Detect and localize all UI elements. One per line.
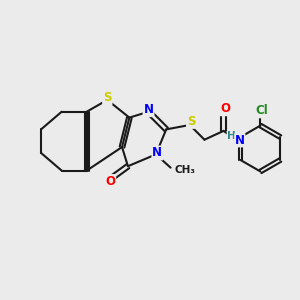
Text: S: S	[187, 115, 196, 128]
Text: O: O	[220, 102, 230, 115]
Text: CH₃: CH₃	[174, 165, 195, 175]
Text: N: N	[143, 103, 154, 116]
Text: N: N	[235, 134, 245, 147]
Text: H: H	[227, 131, 236, 141]
Text: N: N	[152, 146, 162, 159]
Text: S: S	[103, 92, 112, 104]
Text: Cl: Cl	[256, 104, 268, 117]
Text: O: O	[105, 175, 115, 188]
